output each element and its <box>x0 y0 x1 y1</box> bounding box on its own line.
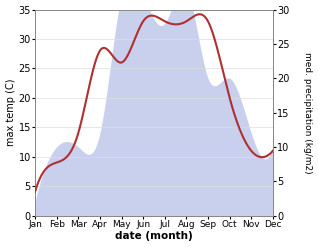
Y-axis label: med. precipitation (kg/m2): med. precipitation (kg/m2) <box>303 52 313 173</box>
Y-axis label: max temp (C): max temp (C) <box>5 79 16 146</box>
X-axis label: date (month): date (month) <box>115 231 193 242</box>
